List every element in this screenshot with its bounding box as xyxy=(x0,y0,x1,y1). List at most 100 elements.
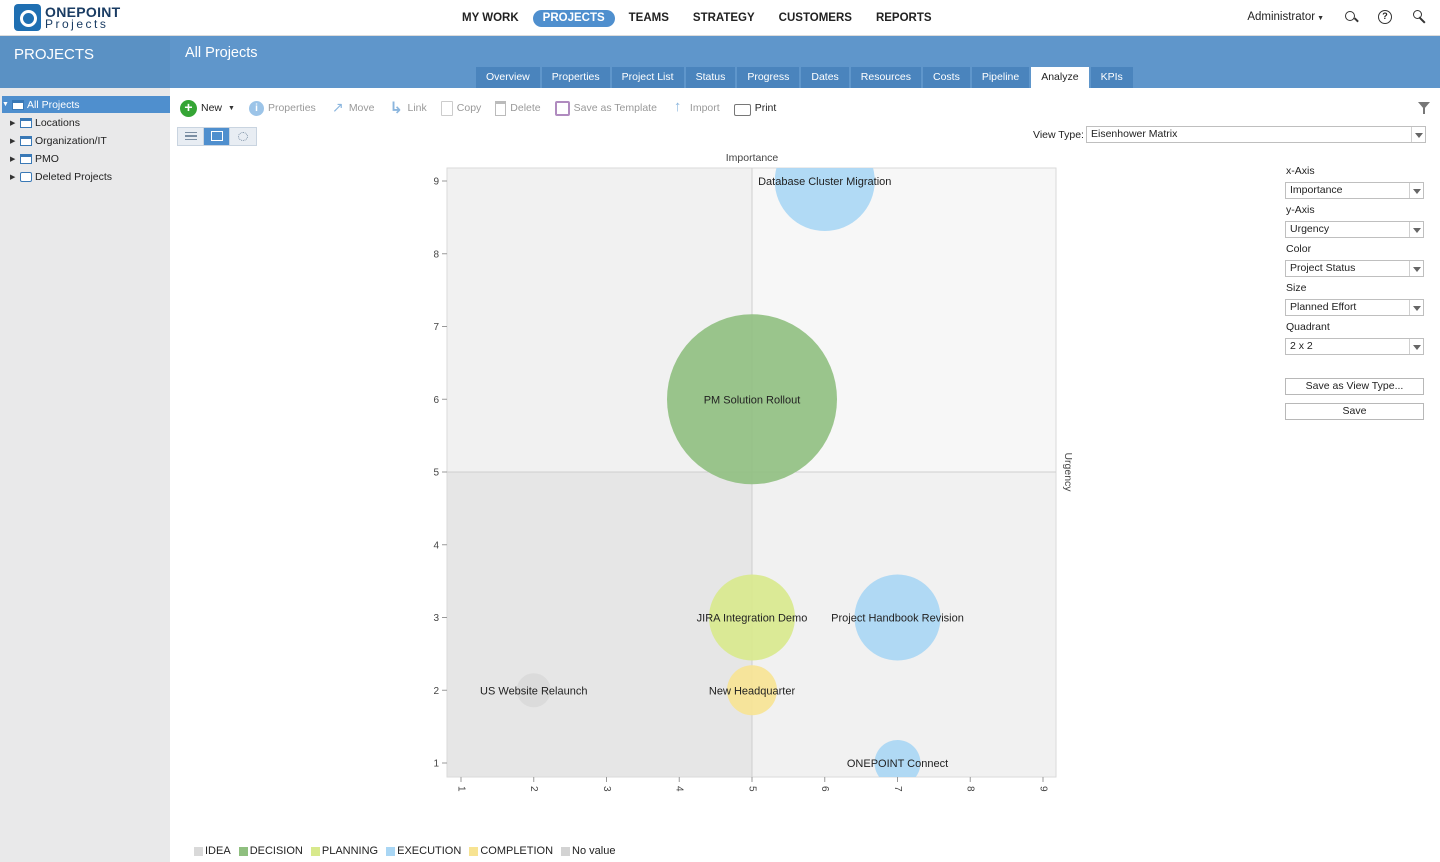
portfolio-icon xyxy=(12,99,24,110)
nav-reports[interactable]: REPORTS xyxy=(875,12,932,24)
color-select[interactable]: Project Status xyxy=(1285,260,1424,277)
bubble-label: New Headquarter xyxy=(709,685,796,697)
bubble-label: ONEPOINT Connect xyxy=(847,758,948,770)
tab-pipeline[interactable]: Pipeline xyxy=(971,67,1030,88)
expand-arrow-icon[interactable]: ▶ xyxy=(10,155,16,163)
expand-arrow-icon[interactable]: ▼ xyxy=(2,101,9,108)
tab-analyze[interactable]: Analyze xyxy=(1031,67,1089,88)
nav-projects[interactable]: PROJECTS xyxy=(532,10,615,27)
copy-button[interactable]: Copy xyxy=(440,100,481,116)
help-icon[interactable]: ? xyxy=(1378,10,1392,24)
onepoint-logo-icon xyxy=(14,4,41,31)
bubble-database-cluster-migration[interactable] xyxy=(774,131,875,231)
list-icon xyxy=(185,132,197,140)
y-tick-label: 1 xyxy=(433,759,439,770)
expand-arrow-icon[interactable]: ▶ xyxy=(10,173,16,181)
tab-progress[interactable]: Progress xyxy=(737,67,800,88)
main-nav: MY WORK PROJECTS TEAMS STRATEGY CUSTOMER… xyxy=(452,10,942,27)
tab-overview[interactable]: Overview xyxy=(476,67,540,88)
nav-my-work[interactable]: MY WORK xyxy=(462,12,519,24)
bubble-label: JIRA Integration Demo xyxy=(697,613,808,625)
bubble-jira-integration-demo[interactable] xyxy=(709,574,795,661)
tab-dates[interactable]: Dates xyxy=(801,67,849,88)
legend-swatch xyxy=(561,846,571,856)
import-icon xyxy=(671,98,686,116)
view-type-label: View Type: xyxy=(1033,129,1084,141)
delete-button[interactable]: Delete xyxy=(495,100,541,116)
tab-resources[interactable]: Resources xyxy=(850,67,921,88)
new-button[interactable]: + New ▼ xyxy=(180,99,235,117)
sidebar-item-label: Organization/IT xyxy=(35,134,107,147)
save-as-view-type-button[interactable]: Save as View Type... xyxy=(1285,378,1424,395)
import-button[interactable]: Import xyxy=(671,98,720,116)
size-select[interactable]: Planned Effort xyxy=(1285,299,1424,316)
sidebar-item-all-projects[interactable]: ▼ All Projects xyxy=(2,96,170,113)
info-icon: i xyxy=(248,100,264,116)
x-axis-label: x-Axis xyxy=(1286,165,1315,177)
tab-costs[interactable]: Costs xyxy=(923,67,970,88)
legend-item: COMPLETION xyxy=(469,845,553,857)
tab-status[interactable]: Status xyxy=(685,67,736,88)
bubble-label: US Website Relaunch xyxy=(480,685,587,697)
bubble-us-website-relaunch[interactable] xyxy=(516,673,551,708)
legend-item: PLANNING xyxy=(310,845,379,857)
filter-icon[interactable] xyxy=(1418,102,1430,114)
nav-strategy[interactable]: STRATEGY xyxy=(692,12,755,24)
view-toggle-group xyxy=(177,127,257,146)
legend-label: No value xyxy=(572,845,616,857)
y-axis-select[interactable]: Urgency xyxy=(1285,221,1424,238)
sidebar-item-pmo[interactable]: ▶ PMO xyxy=(10,150,176,167)
legend-label: EXECUTION xyxy=(397,845,462,857)
legend-label: PLANNING xyxy=(321,845,379,857)
move-button[interactable]: Move xyxy=(330,99,375,116)
legend-label: COMPLETION xyxy=(480,845,554,857)
chart-legend: IDEA DECISION PLANNING EXECUTION COMPLETION N… xyxy=(194,845,615,857)
sidebar-item-deleted-projects[interactable]: ▶ Deleted Projects xyxy=(10,168,176,185)
legend-label: DECISION xyxy=(249,845,303,857)
save-button[interactable]: Save xyxy=(1285,403,1424,420)
sidebar-item-label: All Projects xyxy=(27,98,80,111)
x-axis-select[interactable]: Importance xyxy=(1285,182,1424,199)
key-search-icon[interactable] xyxy=(1412,10,1426,24)
sidebar: ▼ All Projects ▶ Locations ▶ Organizatio… xyxy=(0,88,170,862)
y-axis-title: Urgency xyxy=(1062,452,1074,492)
legend-swatch xyxy=(469,846,479,856)
list-view-button[interactable] xyxy=(178,128,204,145)
view-type-select[interactable]: Eisenhower Matrix xyxy=(1086,126,1426,143)
search-icon[interactable] xyxy=(1344,10,1358,24)
nav-teams[interactable]: TEAMS xyxy=(628,12,669,24)
sidebar-item-organization-it[interactable]: ▶ Organization/IT xyxy=(10,132,176,149)
sidebar-item-locations[interactable]: ▶ Locations xyxy=(10,114,176,131)
expand-arrow-icon[interactable]: ▶ xyxy=(10,119,16,127)
user-menu[interactable]: Administrator ▼ xyxy=(1247,11,1324,23)
print-button[interactable]: Print xyxy=(733,101,776,116)
bubble-onepoint-connect[interactable] xyxy=(874,740,921,786)
bubble-project-handbook-revision[interactable] xyxy=(854,574,941,661)
network-view-button[interactable] xyxy=(230,128,256,145)
network-icon xyxy=(238,132,248,141)
nav-customers[interactable]: CUSTOMERS xyxy=(778,12,852,24)
chart-view-button[interactable] xyxy=(204,128,230,145)
x-axis-title: Importance xyxy=(726,152,779,164)
save-template-icon xyxy=(554,100,570,116)
chevron-down-icon: ▼ xyxy=(228,104,235,112)
tab-properties[interactable]: Properties xyxy=(541,67,610,88)
quadrant-label: Quadrant xyxy=(1286,321,1330,333)
tab-bar: Overview Properties Project List Status … xyxy=(476,67,1133,88)
save-as-template-button[interactable]: Save as Template xyxy=(554,100,657,116)
quadrant-select[interactable]: 2 x 2 xyxy=(1285,338,1424,355)
app-logo[interactable]: ONEPOINT Projects xyxy=(14,4,121,31)
bubble-new-headquarter[interactable] xyxy=(727,665,777,716)
tab-project-list[interactable]: Project List xyxy=(611,67,684,88)
bubble-pm-solution-rollout[interactable] xyxy=(667,314,837,485)
link-button[interactable]: Link xyxy=(389,98,427,118)
tab-kpis[interactable]: KPIs xyxy=(1090,67,1133,88)
x-tick-label: 3 xyxy=(601,786,612,792)
link-icon xyxy=(389,98,404,118)
y-tick-label: 4 xyxy=(433,540,439,551)
bubble-label: Project Handbook Revision xyxy=(831,613,964,625)
properties-button[interactable]: i Properties xyxy=(248,100,316,116)
trash-icon xyxy=(20,171,32,182)
expand-arrow-icon[interactable]: ▶ xyxy=(10,137,16,145)
chevron-down-icon xyxy=(1409,300,1423,315)
